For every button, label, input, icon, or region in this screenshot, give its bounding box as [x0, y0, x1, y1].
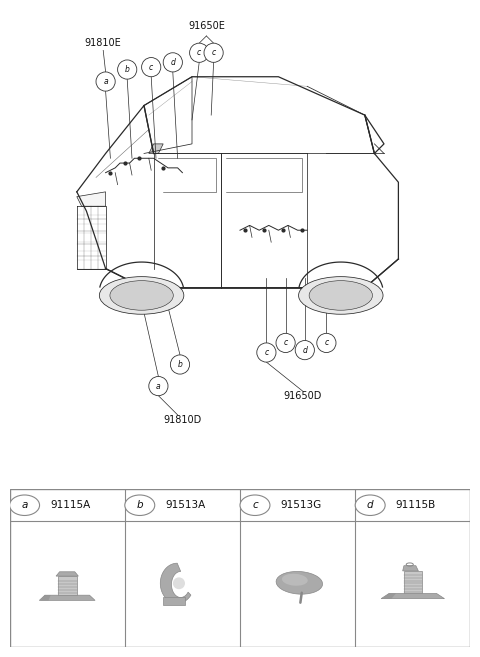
Circle shape	[149, 376, 168, 396]
Circle shape	[170, 355, 190, 374]
Ellipse shape	[276, 572, 323, 594]
Circle shape	[240, 495, 270, 516]
Ellipse shape	[173, 578, 185, 589]
Circle shape	[295, 340, 314, 359]
Text: 91115A: 91115A	[50, 500, 90, 510]
Circle shape	[317, 333, 336, 353]
Polygon shape	[77, 192, 106, 206]
Circle shape	[190, 43, 209, 62]
Circle shape	[163, 53, 182, 72]
Circle shape	[204, 43, 223, 62]
Polygon shape	[382, 593, 396, 599]
Circle shape	[142, 58, 161, 77]
Text: 91115B: 91115B	[396, 500, 436, 510]
Text: c: c	[284, 338, 288, 348]
Circle shape	[276, 333, 295, 353]
Ellipse shape	[110, 281, 173, 310]
Polygon shape	[58, 576, 77, 595]
Ellipse shape	[99, 277, 184, 314]
Text: d: d	[302, 346, 307, 355]
Text: c: c	[197, 48, 201, 57]
Polygon shape	[163, 597, 185, 604]
Text: d: d	[170, 58, 175, 67]
Text: c: c	[149, 62, 153, 72]
Text: b: b	[125, 65, 130, 74]
Text: d: d	[367, 500, 373, 510]
Polygon shape	[39, 595, 95, 600]
Text: b: b	[136, 500, 143, 510]
Text: 91513A: 91513A	[165, 500, 205, 510]
Circle shape	[355, 495, 385, 516]
Polygon shape	[40, 595, 51, 600]
Text: 91810E: 91810E	[85, 38, 121, 48]
Circle shape	[125, 495, 155, 516]
Polygon shape	[149, 144, 163, 154]
Text: 91513G: 91513G	[280, 500, 322, 510]
FancyBboxPatch shape	[10, 489, 470, 647]
Text: a: a	[156, 382, 161, 390]
Text: c: c	[264, 348, 268, 357]
Text: c: c	[252, 500, 258, 510]
Ellipse shape	[282, 574, 308, 586]
Text: b: b	[178, 360, 182, 369]
Polygon shape	[56, 572, 78, 576]
Text: 91810D: 91810D	[163, 415, 202, 424]
Polygon shape	[404, 571, 421, 593]
Text: 91650D: 91650D	[283, 391, 322, 401]
Text: c: c	[212, 48, 216, 57]
Text: 91650E: 91650E	[188, 22, 225, 32]
Text: a: a	[103, 77, 108, 86]
Polygon shape	[160, 563, 191, 603]
Ellipse shape	[299, 277, 383, 314]
Text: c: c	[324, 338, 328, 348]
Circle shape	[257, 343, 276, 362]
Ellipse shape	[309, 281, 372, 310]
Circle shape	[10, 495, 39, 516]
Polygon shape	[403, 566, 419, 571]
Circle shape	[96, 72, 115, 91]
Circle shape	[118, 60, 137, 79]
Polygon shape	[381, 593, 444, 599]
Text: a: a	[22, 500, 28, 510]
